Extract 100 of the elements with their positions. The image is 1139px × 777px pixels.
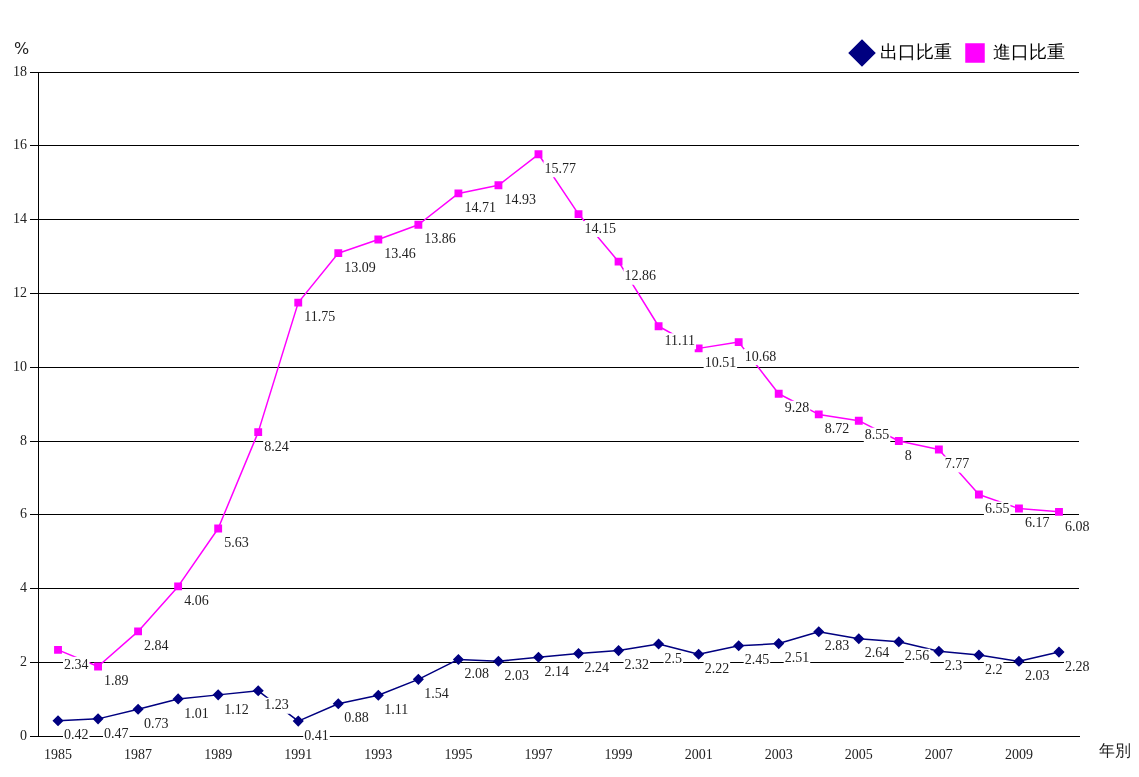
data-label: 1.23: [264, 697, 289, 713]
data-label: 0.47: [104, 725, 129, 741]
legend-label: 進口比重: [993, 40, 1065, 62]
point: [454, 189, 463, 198]
data-label: 2.03: [1024, 667, 1050, 683]
data-label: 0.88: [344, 710, 369, 726]
data-label: 6.17: [1024, 515, 1050, 531]
data-label: 1.54: [424, 686, 449, 702]
x-tick-label: 1987: [124, 747, 153, 763]
point: [693, 649, 704, 660]
x-tick-label: 2005: [844, 747, 873, 763]
point: [413, 674, 424, 685]
y-tick-label: 8: [20, 432, 27, 448]
y-tick-label: 18: [13, 63, 27, 79]
point: [813, 626, 824, 638]
y-tick-label: 4: [20, 580, 27, 596]
y-tick-label: 10: [13, 358, 27, 374]
point: [214, 524, 223, 533]
data-label: 8.72: [824, 421, 850, 437]
point: [294, 298, 303, 307]
data-label: 8: [904, 447, 912, 463]
y-tick-label: 12: [13, 285, 27, 301]
data-label: 13.46: [384, 246, 416, 262]
point: [293, 715, 304, 727]
data-label: 2.03: [504, 667, 529, 683]
point: [854, 416, 863, 425]
point: [453, 654, 464, 665]
data-label: 0.73: [144, 715, 169, 731]
point: [653, 638, 664, 650]
data-label: 2.14: [544, 663, 569, 679]
point: [212, 689, 224, 701]
x-axis-title: 年別: [1099, 741, 1131, 761]
point: [974, 490, 983, 499]
point: [494, 181, 503, 190]
data-label: 2.32: [624, 657, 650, 673]
data-label: 14.93: [504, 191, 536, 207]
point: [973, 649, 985, 661]
data-label: 0.42: [64, 727, 89, 743]
x-tick-label: 1985: [44, 747, 73, 763]
y-axis-title: %: [14, 39, 30, 59]
data-label: 7.77: [944, 456, 970, 472]
point: [814, 410, 823, 419]
point: [893, 636, 905, 647]
data-label: 1.11: [384, 701, 409, 717]
data-label: 2.28: [1064, 658, 1090, 674]
data-label: 2.24: [584, 660, 610, 676]
point: [694, 344, 703, 353]
point: [174, 582, 183, 591]
data-label: 2.5: [664, 650, 683, 666]
x-tick-label: 1991: [284, 747, 313, 763]
data-label: 2.51: [784, 650, 810, 666]
data-label: 2.56: [904, 648, 930, 664]
data-label: 10.51: [704, 355, 737, 371]
point: [1053, 646, 1065, 658]
data-label: 1.12: [224, 701, 249, 717]
x-tick-label: 1989: [204, 747, 233, 763]
legend-label: 出口比重: [880, 40, 952, 62]
data-label: 11.11: [664, 332, 696, 348]
x-tick-label: 2003: [764, 747, 793, 763]
point: [94, 662, 102, 671]
data-label: 2.83: [824, 638, 850, 654]
data-label: 6.08: [1064, 518, 1090, 534]
point: [54, 645, 62, 654]
point: [613, 645, 624, 656]
data-label: 2.08: [464, 666, 489, 682]
data-label: 2.64: [864, 645, 890, 661]
point: [533, 651, 544, 663]
data-label: 2.34: [64, 656, 89, 672]
point: [414, 220, 423, 229]
y-tick-label: 14: [13, 211, 27, 227]
point: [134, 627, 143, 636]
data-label: 5.63: [224, 535, 249, 551]
point: [373, 689, 384, 701]
x-tick-label: 2001: [684, 747, 713, 763]
data-label: 2.2: [984, 661, 1003, 677]
point: [774, 389, 783, 398]
point: [254, 428, 263, 437]
data-label: 9.28: [784, 400, 810, 416]
y-tick-label: 2: [20, 654, 27, 670]
data-label: 8.24: [264, 438, 289, 454]
point: [1055, 507, 1063, 516]
data-label: 8.55: [864, 427, 890, 443]
point: [333, 698, 344, 709]
data-label: 0.41: [304, 727, 329, 743]
data-label: 2.84: [144, 638, 169, 654]
data-label: 12.86: [624, 268, 657, 284]
data-label: 15.77: [544, 160, 576, 176]
data-label: 10.68: [744, 348, 777, 364]
data-label: 13.09: [344, 259, 376, 275]
point: [92, 713, 104, 725]
data-label: 2.22: [704, 660, 730, 676]
point: [934, 445, 943, 454]
point: [574, 210, 583, 218]
y-tick-label: 0: [20, 727, 27, 743]
data-label: 14.71: [464, 200, 496, 216]
point: [933, 646, 945, 657]
x-tick-label: 2007: [924, 747, 953, 763]
point: [894, 437, 903, 445]
x-tick-label: 1995: [444, 747, 473, 763]
point: [733, 640, 744, 652]
